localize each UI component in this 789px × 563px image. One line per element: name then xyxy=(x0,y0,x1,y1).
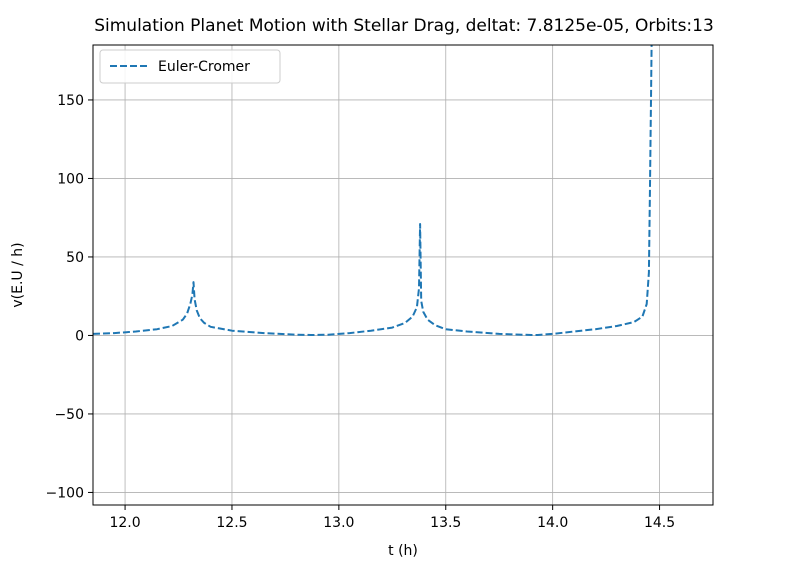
legend-box xyxy=(99,49,281,84)
plot-frame xyxy=(92,44,714,506)
ticks: 12.0 12.5 13.0 13.5 14.0 14.5 −100 −50 0 50 100 150 xyxy=(46,93,676,531)
x-tick-label: 13.0 xyxy=(323,515,354,531)
x-tick-label: 13.5 xyxy=(430,515,461,531)
x-axis-label: t (h) xyxy=(388,543,418,559)
x-tick-label: 14.0 xyxy=(537,515,568,531)
x-tick-label: 14.5 xyxy=(644,515,675,531)
y-tick-label: −100 xyxy=(46,485,84,501)
x-tick-label: 12.5 xyxy=(216,515,247,531)
legend: Euler-Cromer xyxy=(99,49,281,84)
y-tick-label: 50 xyxy=(66,250,84,266)
legend-label-euler-cromer: Euler-Cromer xyxy=(158,59,250,75)
chart-title: Simulation Planet Motion with Stellar Dr… xyxy=(94,16,714,36)
y-tick-label: 0 xyxy=(75,328,84,344)
series-line-euler-cromer xyxy=(93,45,653,336)
y-axis-label: v(E.U / h) xyxy=(10,242,26,307)
series-layer xyxy=(93,45,653,336)
x-tick-label: 12.0 xyxy=(109,515,140,531)
y-tick-label: 100 xyxy=(57,171,84,187)
y-tick-label: −50 xyxy=(54,407,84,423)
y-tick-label: 150 xyxy=(57,93,84,109)
grid xyxy=(93,45,713,505)
